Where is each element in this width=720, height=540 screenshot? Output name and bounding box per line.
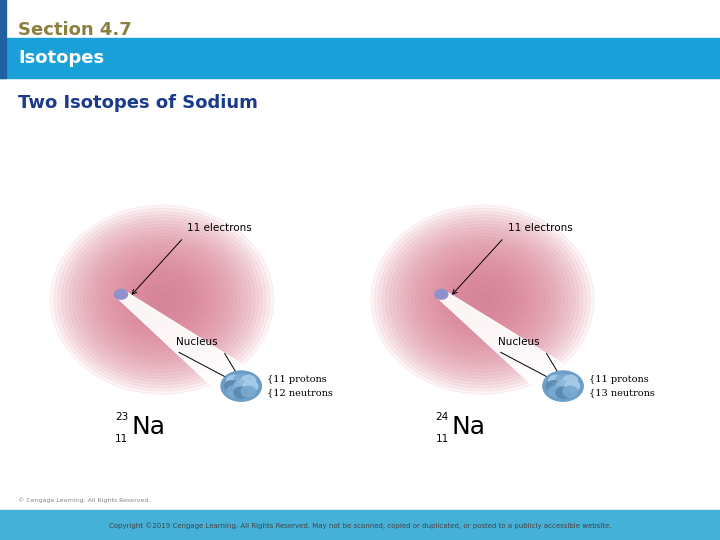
Ellipse shape (378, 212, 587, 388)
Circle shape (227, 375, 241, 386)
Circle shape (556, 374, 570, 385)
Circle shape (234, 374, 248, 385)
Circle shape (556, 387, 570, 398)
Circle shape (435, 289, 448, 299)
Text: 11 electrons: 11 electrons (187, 223, 252, 233)
Circle shape (563, 375, 577, 386)
Ellipse shape (50, 205, 274, 394)
Circle shape (556, 381, 570, 392)
Ellipse shape (58, 212, 266, 388)
Circle shape (225, 381, 239, 392)
Text: Nucleus: Nucleus (176, 337, 218, 347)
Polygon shape (117, 291, 258, 398)
Bar (0, 510, 720, 540)
Circle shape (243, 381, 258, 392)
Circle shape (549, 386, 563, 397)
Circle shape (221, 371, 261, 401)
Circle shape (234, 387, 248, 398)
Circle shape (565, 381, 580, 392)
Bar (0, 0, 6, 78)
Circle shape (543, 371, 583, 401)
Text: Copyright ©2019 Cengage Learning. All Rights Reserved. May not be scanned, copie: Copyright ©2019 Cengage Learning. All Ri… (109, 522, 611, 529)
Text: {13 neutrons: {13 neutrons (589, 388, 654, 397)
Text: 11: 11 (115, 434, 128, 444)
Ellipse shape (54, 208, 270, 391)
Text: Na: Na (451, 415, 485, 438)
Text: {11 protons: {11 protons (267, 375, 327, 384)
Circle shape (546, 381, 561, 392)
Text: {12 neutrons: {12 neutrons (267, 388, 333, 397)
Text: Section 4.7: Section 4.7 (18, 21, 132, 39)
Text: Isotopes: Isotopes (18, 49, 104, 68)
Circle shape (549, 375, 563, 386)
Circle shape (227, 386, 241, 397)
Text: Nucleus: Nucleus (498, 337, 540, 347)
Text: 11 electrons: 11 electrons (508, 223, 572, 233)
Text: Two Isotopes of Sodium: Two Isotopes of Sodium (18, 94, 258, 112)
Text: 23: 23 (115, 412, 128, 422)
Ellipse shape (374, 208, 590, 391)
Text: 11: 11 (436, 434, 449, 444)
Circle shape (114, 289, 127, 299)
Bar (0, 38, 720, 78)
Polygon shape (437, 291, 580, 399)
Text: Na: Na (131, 415, 165, 438)
Text: {11 protons: {11 protons (589, 375, 649, 384)
Circle shape (241, 375, 256, 386)
Circle shape (563, 386, 577, 397)
Ellipse shape (371, 205, 594, 394)
Text: © Cengage Learning. All Rights Reserved.: © Cengage Learning. All Rights Reserved. (18, 498, 150, 503)
Circle shape (234, 381, 248, 392)
Circle shape (241, 386, 256, 397)
Text: 24: 24 (436, 412, 449, 422)
